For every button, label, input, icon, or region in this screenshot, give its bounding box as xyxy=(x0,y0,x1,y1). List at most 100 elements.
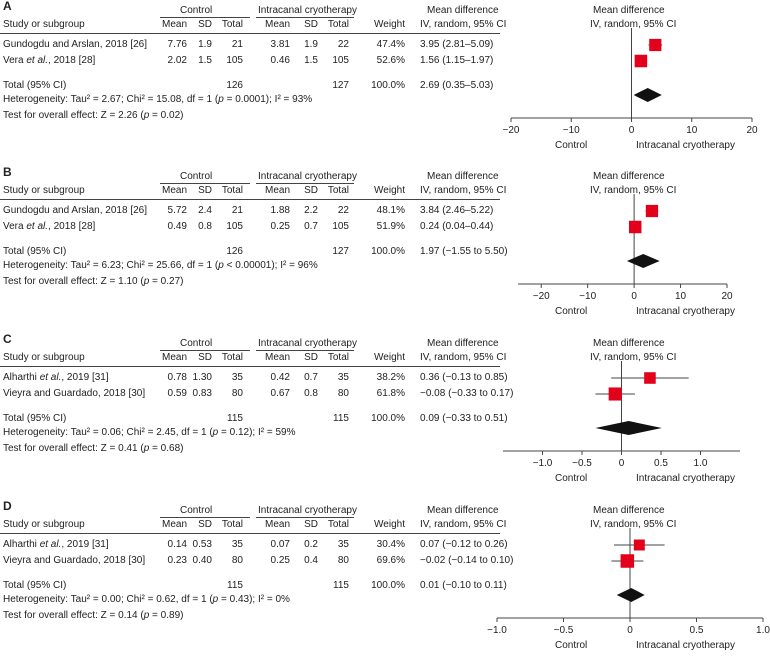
axis-right-label: Intracanal cryotherapy xyxy=(636,306,735,317)
treatment-total-header: Total xyxy=(327,19,349,30)
control-total-value: 80 xyxy=(231,388,243,399)
ci-value: 3.95 (2.81–5.09) xyxy=(420,39,494,50)
ci-value: 3.84 (2.46–5.22) xyxy=(420,205,494,216)
treatment-sd-header: SD xyxy=(304,519,318,530)
total-weight: 100.0% xyxy=(371,80,405,91)
study-name: Vera et al., 2018 [28] xyxy=(3,55,96,66)
treatment-mean-value: 0.25 xyxy=(270,221,290,232)
control-total-value: 105 xyxy=(226,55,243,66)
treatment-sd-value: 0.7 xyxy=(304,372,318,383)
x-tick-label: 0 xyxy=(629,125,635,136)
control-mean-value: 2.02 xyxy=(167,55,187,66)
study-name: Vieyra and Guardado, 2018 [30] xyxy=(3,555,146,566)
treatment-total-value: 35 xyxy=(337,539,349,550)
control-sd-value: 0.53 xyxy=(192,539,212,550)
total-ci: 2.69 (0.35–5.03) xyxy=(420,80,494,91)
control-sd-value: 2.4 xyxy=(198,205,212,216)
axis-left-label: Control xyxy=(555,140,587,151)
control-mean-value: 5.72 xyxy=(167,205,187,216)
study-marker xyxy=(620,554,635,568)
ci-value: 0.36 (−0.13 to 0.85) xyxy=(420,372,508,383)
control-group-header: Control xyxy=(180,171,213,182)
weight-value: 52.6% xyxy=(376,55,405,66)
treatment-mean-value: 0.67 xyxy=(270,388,290,399)
treatment-total-value: 105 xyxy=(332,55,349,66)
x-tick-label: −20 xyxy=(533,291,550,302)
group-underline-control xyxy=(160,350,250,351)
total-control: 115 xyxy=(227,413,243,424)
md-plot-method-header: IV, random, 95% CI xyxy=(590,519,677,530)
control-total-header: Total xyxy=(221,185,243,196)
x-tick-label: −10 xyxy=(563,125,580,136)
x-tick-label: 0 xyxy=(627,625,633,636)
total-label: Total (95% CI) xyxy=(3,580,67,591)
weight-header: Weight xyxy=(374,185,405,196)
group-underline-treatment xyxy=(256,17,354,18)
weight-value: 30.4% xyxy=(376,539,405,550)
control-sd-value: 0.40 xyxy=(192,555,212,566)
control-sd-value: 1.5 xyxy=(198,55,212,66)
panel-label: D xyxy=(3,499,12,513)
header-divider xyxy=(0,533,500,534)
md-plot-header: Mean difference xyxy=(593,505,665,516)
heterogeneity-text: Heterogeneity: Tau² = 0.06; Chi² = 2.45,… xyxy=(3,427,296,438)
md-method-header: IV, random, 95% CI xyxy=(420,352,507,363)
total-weight: 100.0% xyxy=(371,246,405,257)
treatment-sd-value: 0.8 xyxy=(304,388,318,399)
control-sd-header: SD xyxy=(198,352,212,363)
treatment-mean-value: 0.46 xyxy=(270,55,290,66)
total-ci: 1.97 (−1.55 to 5.50) xyxy=(420,246,508,257)
axis-left-label: Control xyxy=(555,473,587,484)
weight-header: Weight xyxy=(374,519,405,530)
treatment-group-header: Intracanal cryotherapy xyxy=(258,5,357,16)
study-name: Alharthi et al., 2019 [31] xyxy=(3,372,109,383)
group-underline-control xyxy=(160,183,250,184)
md-plot-method-header: IV, random, 95% CI xyxy=(590,185,677,196)
treatment-total-value: 80 xyxy=(337,555,349,566)
axis-right-label: Intracanal cryotherapy xyxy=(636,640,735,651)
x-tick-label: 10 xyxy=(675,291,687,302)
header-divider xyxy=(0,366,500,367)
treatment-total-value: 22 xyxy=(337,205,349,216)
panel-label: B xyxy=(3,165,12,179)
control-mean-header: Mean xyxy=(161,19,187,30)
weight-value: 48.1% xyxy=(376,205,405,216)
ci-value: −0.08 (−0.33 to 0.17) xyxy=(420,388,514,399)
study-name: Vera et al., 2018 [28] xyxy=(3,221,96,232)
treatment-total-header: Total xyxy=(327,185,349,196)
x-tick-label: 0.5 xyxy=(690,625,704,636)
weight-value: 47.4% xyxy=(376,39,405,50)
axis-right-label: Intracanal cryotherapy xyxy=(636,473,735,484)
panel-b: B Control Intracanal cryotherapy Mean diffe… xyxy=(0,166,770,330)
pooled-diamond xyxy=(595,421,662,435)
x-tick-label: −1.0 xyxy=(487,625,507,636)
panel-label: A xyxy=(3,0,12,13)
control-sd-header: SD xyxy=(198,519,212,530)
study-marker xyxy=(649,38,662,52)
treatment-sd-value: 0.7 xyxy=(304,221,318,232)
total-treatment: 115 xyxy=(333,580,349,591)
md-plot-header: Mean difference xyxy=(593,338,665,349)
total-weight: 100.0% xyxy=(371,580,405,591)
x-tick-label: −0.5 xyxy=(572,458,592,469)
total-control: 126 xyxy=(226,246,243,257)
treatment-total-header: Total xyxy=(327,352,349,363)
heterogeneity-text: Heterogeneity: Tau² = 2.67; Chi² = 15.08… xyxy=(3,94,313,105)
x-tick-label: −10 xyxy=(579,291,596,302)
treatment-mean-value: 0.07 xyxy=(270,539,290,550)
ci-value: 1.56 (1.15–1.97) xyxy=(420,55,494,66)
x-tick-label: −1.0 xyxy=(533,458,553,469)
axis-right-label: Intracanal cryotherapy xyxy=(636,140,735,151)
study-name: Alharthi et al., 2019 [31] xyxy=(3,539,109,550)
x-tick-label: 10 xyxy=(686,125,698,136)
forest-plot-area: −20 −10 0 10 20 Control Intracanal cryotherapy xyxy=(503,28,758,151)
total-control: 126 xyxy=(226,80,243,91)
treatment-sd-header: SD xyxy=(304,19,318,30)
treatment-mean-value: 0.25 xyxy=(270,555,290,566)
total-ci: 0.01 (−0.10 to 0.11) xyxy=(420,580,507,591)
axis-left-label: Control xyxy=(555,306,587,317)
x-tick-label: 20 xyxy=(746,125,758,136)
md-plot-method-header: IV, random, 95% CI xyxy=(590,19,677,30)
weight-header: Weight xyxy=(374,19,405,30)
total-treatment: 127 xyxy=(332,80,349,91)
